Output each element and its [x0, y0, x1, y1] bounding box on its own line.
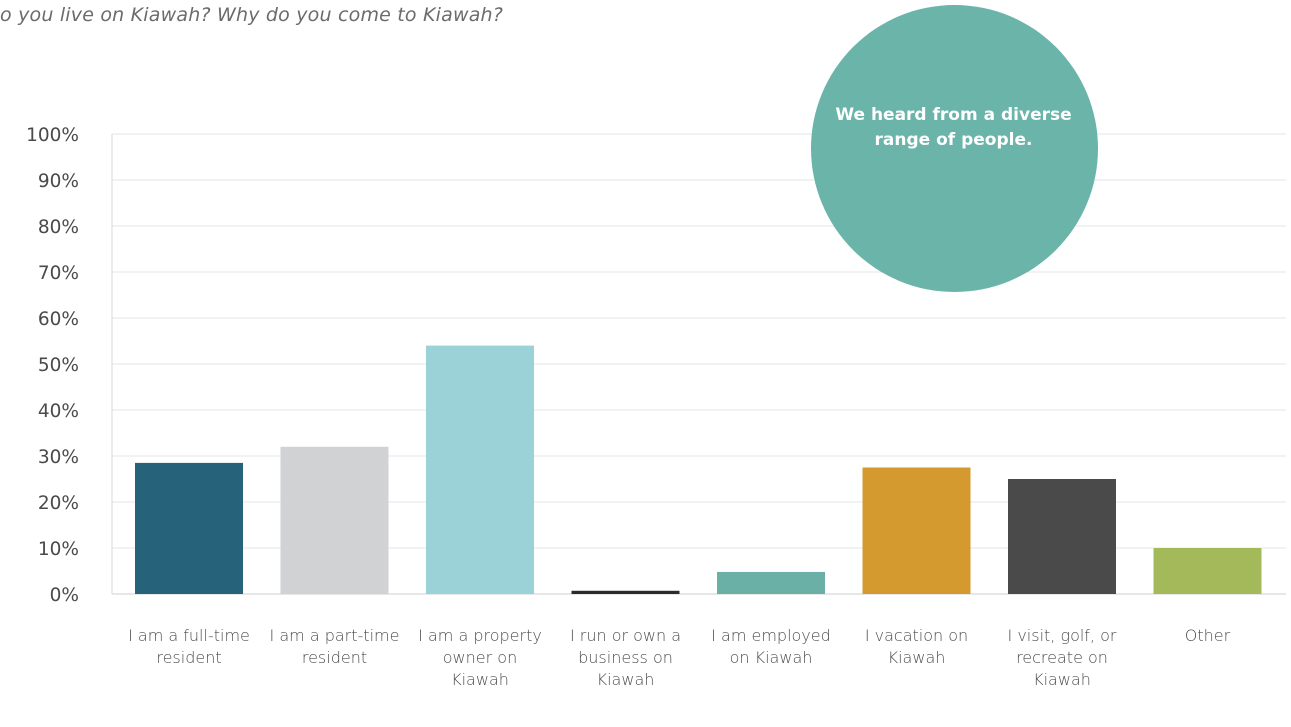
y-tick-label: 60%: [38, 309, 79, 330]
x-tick-label: Other: [1184, 626, 1231, 645]
bar: [1153, 548, 1262, 594]
x-tick-label: I visit, golf, or recreate on Kiawah: [1007, 626, 1117, 689]
y-tick-label: 0%: [50, 585, 79, 606]
x-tick-label: I am a part-time resident: [269, 626, 400, 667]
y-tick-label: 30%: [38, 447, 79, 468]
bar: [862, 467, 971, 594]
y-tick-label: 80%: [38, 217, 79, 238]
y-tick-label: 70%: [38, 263, 79, 284]
bar: [426, 345, 534, 594]
y-tick-label: 100%: [26, 125, 79, 146]
bar: [717, 571, 825, 594]
y-tick-label: 10%: [38, 539, 79, 560]
survey-question: o you live on Kiawah? Why do you come to…: [0, 4, 504, 26]
x-tick-label: I am a property owner on Kiawah: [418, 626, 542, 689]
bar: [135, 462, 243, 594]
bar: [571, 590, 680, 594]
y-tick-label: 50%: [38, 355, 79, 376]
bars: [135, 345, 1262, 594]
y-axis-ticks: 0% 10% 20% 30% 40% 50% 60% 70% 80% 90% 100%: [26, 125, 79, 606]
callout-text: We heard from a diverse range of people.: [835, 105, 1072, 150]
y-tick-label: 20%: [38, 493, 79, 514]
bar: [1008, 479, 1116, 594]
callout-bubble: [811, 5, 1098, 292]
bar: [280, 446, 389, 594]
y-tick-label: 90%: [38, 171, 79, 192]
x-tick-label: I vacation on Kiawah: [864, 626, 969, 667]
x-tick-label: I am employed on Kiawah: [711, 626, 831, 667]
x-tick-label: I am a full-time resident: [128, 626, 250, 667]
y-tick-label: 40%: [38, 401, 79, 422]
x-tick-label: I run or own a business on Kiawah: [569, 626, 682, 689]
